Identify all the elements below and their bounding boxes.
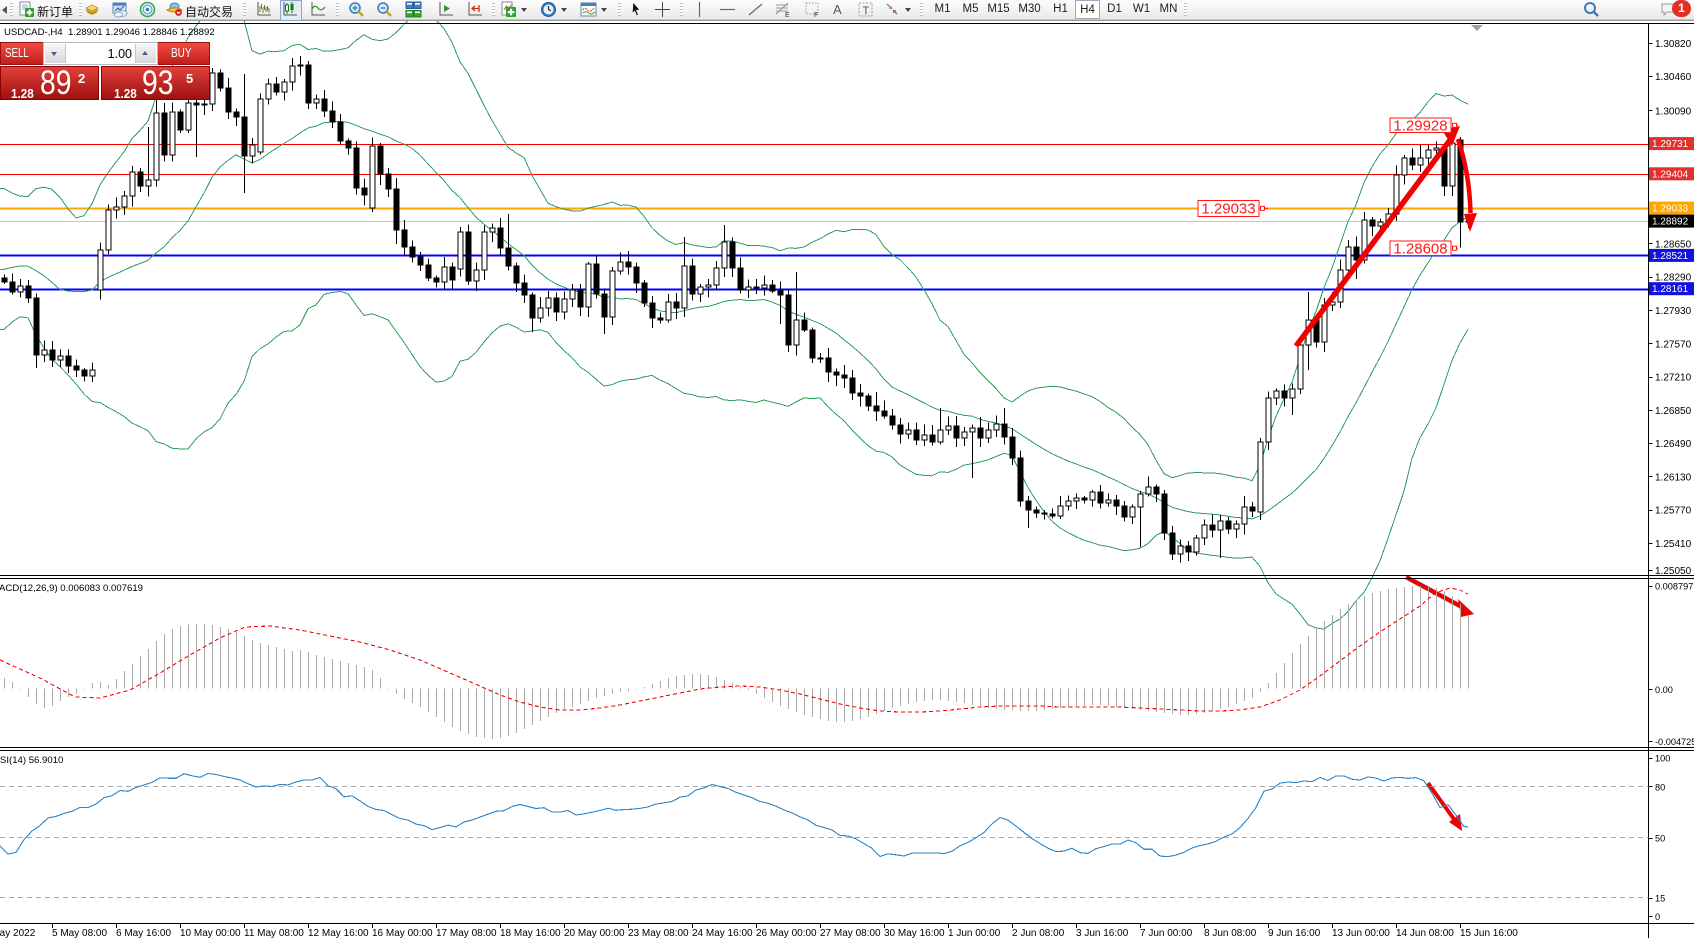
svg-text:1.29033: 1.29033	[1201, 201, 1255, 218]
svg-text:26 May 00:00: 26 May 00:00	[756, 928, 817, 938]
svg-text:9 Jun 16:00: 9 Jun 16:00	[1268, 928, 1321, 938]
svg-text:23 May 08:00: 23 May 08:00	[628, 928, 689, 938]
svg-text:1.29404: 1.29404	[1652, 169, 1689, 180]
svg-text:27 May 08:00: 27 May 08:00	[820, 928, 881, 938]
svg-text:1.26850: 1.26850	[1655, 406, 1692, 417]
svg-text:80: 80	[1655, 783, 1665, 793]
svg-text:6 May 16:00: 6 May 16:00	[116, 928, 171, 938]
svg-text:30 May 16:00: 30 May 16:00	[884, 928, 945, 938]
svg-text:1.30460: 1.30460	[1655, 72, 1692, 83]
svg-text:5 May 08:00: 5 May 08:00	[52, 928, 107, 938]
svg-text:10 May 00:00: 10 May 00:00	[180, 928, 241, 938]
svg-text:1.28892: 1.28892	[1652, 217, 1689, 228]
svg-text:-0.004725: -0.004725	[1655, 737, 1694, 747]
svg-text:7 Jun 00:00: 7 Jun 00:00	[1140, 928, 1193, 938]
svg-text:18 May 16:00: 18 May 16:00	[500, 928, 561, 938]
svg-text:15 Jun 16:00: 15 Jun 16:00	[1460, 928, 1518, 938]
svg-text:13 Jun 00:00: 13 Jun 00:00	[1332, 928, 1390, 938]
svg-text:1.29033: 1.29033	[1652, 204, 1689, 215]
svg-text:0.008797: 0.008797	[1655, 582, 1693, 592]
svg-text:11 May 08:00: 11 May 08:00	[244, 928, 304, 938]
svg-text:4 May 2022: 4 May 2022	[0, 928, 36, 938]
svg-text:1.26490: 1.26490	[1655, 439, 1692, 450]
svg-text:1.27930: 1.27930	[1655, 306, 1692, 317]
svg-text:12 May 16:00: 12 May 16:00	[308, 928, 369, 938]
svg-text:3 Jun 16:00: 3 Jun 16:00	[1076, 928, 1129, 938]
svg-text:1.25410: 1.25410	[1655, 539, 1692, 550]
svg-text:1.30820: 1.30820	[1655, 39, 1692, 50]
svg-text:16 May 00:00: 16 May 00:00	[372, 928, 433, 938]
svg-text:USDCAD-,H4 1.28901 1.29046 1.: USDCAD-,H4 1.28901 1.29046 1.28846 1.288…	[4, 27, 215, 38]
svg-text:1.28290: 1.28290	[1655, 273, 1692, 284]
svg-text:50: 50	[1655, 834, 1665, 844]
svg-text:1.26130: 1.26130	[1655, 472, 1692, 483]
svg-text:1 Jun 00:00: 1 Jun 00:00	[948, 928, 1001, 938]
svg-text:F: F	[814, 12, 818, 18]
svg-text:1.30090: 1.30090	[1655, 106, 1692, 117]
svg-text:1.29928: 1.29928	[1393, 117, 1447, 134]
svg-text:0: 0	[1655, 912, 1660, 922]
svg-text:1.27570: 1.27570	[1655, 339, 1692, 350]
svg-text:2 Jun 08:00: 2 Jun 08:00	[1012, 928, 1065, 938]
svg-text:20 May 00:00: 20 May 00:00	[564, 928, 625, 938]
svg-text:24 May 16:00: 24 May 16:00	[692, 928, 753, 938]
svg-text:1.27210: 1.27210	[1655, 373, 1692, 384]
svg-text:100: 100	[1655, 754, 1670, 764]
svg-text:T: T	[863, 5, 870, 17]
svg-text:MACD(12,26,9) 0.006083 0.00761: MACD(12,26,9) 0.006083 0.007619	[0, 583, 143, 594]
svg-text:RSI(14) 56.9010: RSI(14) 56.9010	[0, 755, 63, 766]
svg-text:1.28161: 1.28161	[1652, 284, 1689, 295]
svg-text:14 Jun 08:00: 14 Jun 08:00	[1396, 928, 1454, 938]
svg-text:1.25770: 1.25770	[1655, 506, 1692, 517]
svg-text:E: E	[785, 12, 790, 18]
svg-text:1.28608: 1.28608	[1393, 240, 1447, 257]
svg-text:8 Jun 08:00: 8 Jun 08:00	[1204, 928, 1257, 938]
svg-text:15: 15	[1655, 894, 1665, 904]
svg-text:0.00: 0.00	[1655, 685, 1673, 695]
svg-text:1.28650: 1.28650	[1655, 240, 1692, 251]
svg-text:1.25050: 1.25050	[1655, 566, 1692, 577]
svg-text:1.28521: 1.28521	[1652, 251, 1689, 262]
svg-text:17 May 08:00: 17 May 08:00	[436, 928, 497, 938]
svg-text:1.29731: 1.29731	[1652, 139, 1689, 150]
